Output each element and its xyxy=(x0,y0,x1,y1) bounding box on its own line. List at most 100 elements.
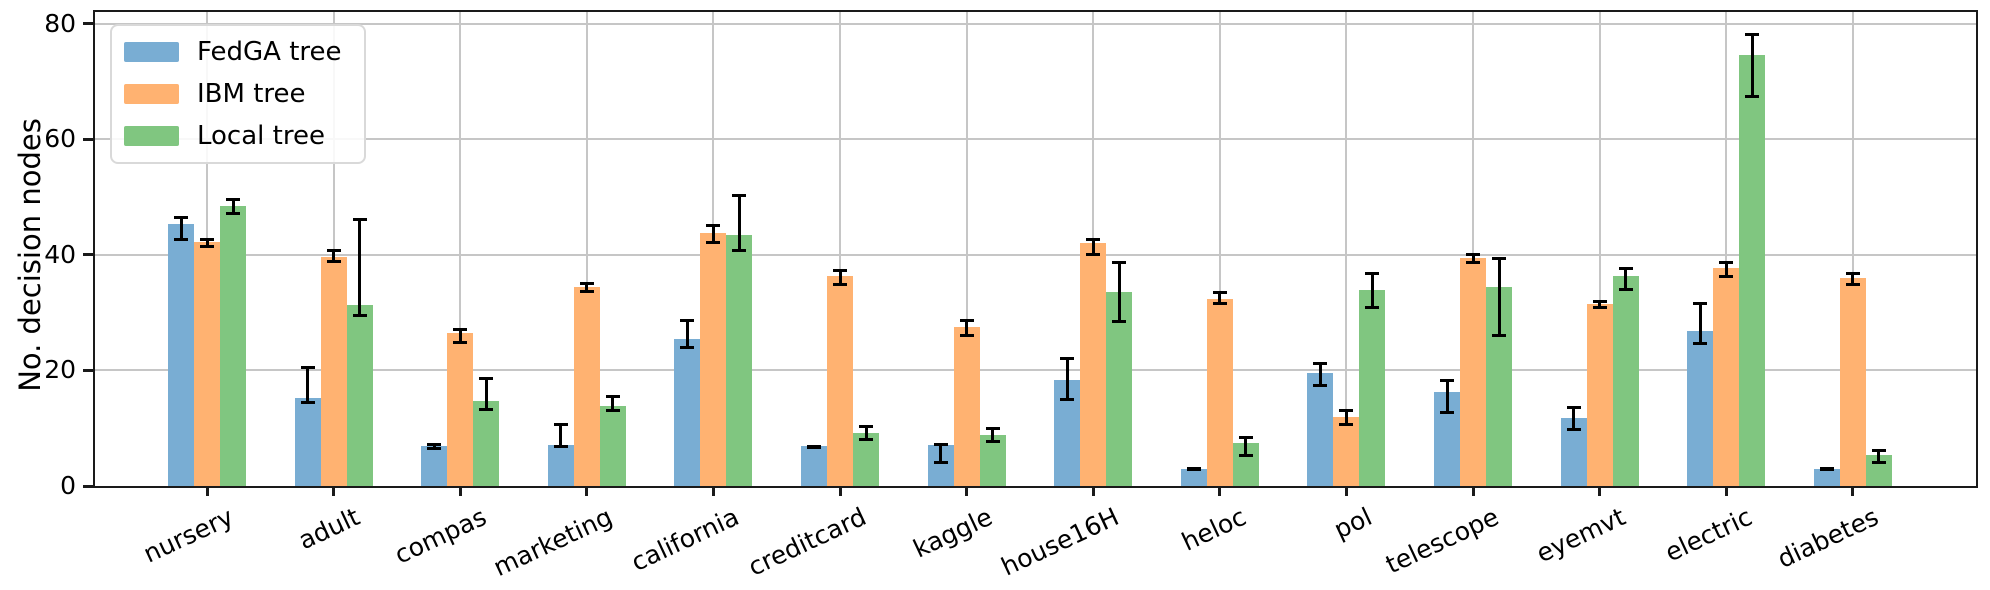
bar-fedga-electric xyxy=(1687,330,1714,486)
error-bar-cap-top xyxy=(326,248,341,252)
x-tick-label-eyemvt: eyemvt xyxy=(1531,502,1630,569)
error-bar-cap-bottom xyxy=(859,438,873,442)
bar-local-pol xyxy=(1359,290,1386,486)
error-bar xyxy=(1471,253,1475,263)
x-axis-tick xyxy=(965,486,969,496)
error-bar-cap-top xyxy=(352,217,367,221)
gridline-vertical xyxy=(459,12,462,486)
x-axis-tick xyxy=(332,486,336,496)
error-bar-cap-bottom xyxy=(732,248,747,252)
error-bar xyxy=(611,395,615,411)
gridline-vertical xyxy=(1472,12,1474,486)
bar-ibm-heloc xyxy=(1206,299,1233,486)
error-bar xyxy=(1370,273,1374,308)
legend-item-fedga-tree: FedGA tree xyxy=(124,38,342,66)
error-bar-cap-bottom xyxy=(1365,306,1380,310)
error-bar xyxy=(711,225,715,243)
error-bar-cap-top xyxy=(1745,33,1760,36)
error-bar-cap-top xyxy=(859,424,873,428)
error-bar-cap-bottom xyxy=(1313,384,1328,388)
error-bar xyxy=(685,319,689,347)
error-bar-cap-bottom xyxy=(1238,454,1253,458)
bar-fedga-diabetes xyxy=(1813,468,1840,486)
error-bar xyxy=(332,249,336,262)
bar-local-electric xyxy=(1739,54,1766,486)
y-axis-tick xyxy=(83,368,93,372)
y-tick-label: 40 xyxy=(44,239,76,269)
error-bar xyxy=(306,366,310,403)
error-bar-cap-top xyxy=(1492,256,1506,260)
x-tick-label-compas: compas xyxy=(389,502,491,570)
bar-local-marketing xyxy=(599,405,626,486)
y-axis-tick xyxy=(83,137,93,141)
error-bar xyxy=(484,378,488,409)
error-bar-cap-top xyxy=(985,427,1000,431)
bar-ibm-creditcard xyxy=(827,276,853,486)
error-bar-cap-bottom xyxy=(985,439,1000,443)
error-bar-cap-top xyxy=(479,377,494,381)
x-axis-tick xyxy=(1851,486,1855,496)
error-bar-cap-top xyxy=(1592,300,1607,304)
legend-swatch-ibm-tree xyxy=(124,84,179,104)
error-bar-cap-bottom xyxy=(1566,428,1581,432)
bar-fedga-adult xyxy=(294,398,321,486)
bar-ibm-house16H xyxy=(1080,243,1107,486)
error-bar-cap-bottom xyxy=(479,407,494,411)
error-bar xyxy=(1318,363,1322,386)
error-bar-cap-bottom xyxy=(1592,305,1607,309)
gridline-vertical xyxy=(1598,12,1601,486)
error-bar-cap-top xyxy=(453,327,468,331)
error-bar-cap-top xyxy=(300,365,315,369)
bar-fedga-nursery xyxy=(168,224,194,486)
error-bar xyxy=(1091,238,1095,254)
error-bar-cap-top xyxy=(833,269,847,273)
x-tick-label-diabetes: diabetes xyxy=(1773,502,1884,574)
legend-label: FedGA tree xyxy=(197,37,342,67)
error-bar-cap-bottom xyxy=(1060,397,1075,401)
gridline-vertical xyxy=(1345,12,1348,486)
y-axis-tick xyxy=(83,484,93,488)
bar-ibm-nursery xyxy=(194,241,220,486)
x-tick-label-heloc: heloc xyxy=(1176,502,1251,557)
gridline-vertical xyxy=(965,12,968,486)
legend-item-ibm-tree: IBM tree xyxy=(124,80,342,108)
bar-local-nursery xyxy=(220,206,246,486)
error-bar xyxy=(1065,358,1069,399)
error-bar-cap-top xyxy=(427,442,442,446)
error-bar xyxy=(965,319,969,335)
error-bar-cap-top xyxy=(605,394,620,398)
x-tick-label-electric: electric xyxy=(1660,502,1757,568)
error-bar-cap-top xyxy=(1060,357,1075,361)
x-axis-tick xyxy=(1598,486,1602,496)
error-bar xyxy=(1572,407,1576,430)
error-bar xyxy=(358,218,362,316)
x-axis-tick xyxy=(1471,486,1475,496)
bar-fedga-heloc xyxy=(1180,468,1207,486)
bar-fedga-pol xyxy=(1307,372,1334,486)
error-bar-cap-bottom xyxy=(1693,341,1708,345)
error-bar-cap-top xyxy=(1618,266,1633,270)
error-bar xyxy=(1624,267,1628,289)
error-bar xyxy=(559,424,563,447)
bar-ibm-eyemvt xyxy=(1586,303,1613,486)
error-bar-cap-top xyxy=(680,318,695,322)
error-bar xyxy=(991,428,995,441)
bar-ibm-marketing xyxy=(573,287,600,486)
bar-local-eyemvt xyxy=(1612,276,1639,486)
y-tick-label: 20 xyxy=(44,355,76,385)
error-bar-cap-bottom xyxy=(579,290,594,294)
bar-local-kaggle xyxy=(979,434,1006,486)
x-axis-tick xyxy=(458,486,462,496)
error-bar-cap-bottom xyxy=(200,244,214,248)
error-bar-cap-bottom xyxy=(1745,95,1760,99)
x-axis-tick xyxy=(711,486,715,496)
plot-area xyxy=(93,10,1978,488)
bar-ibm-telescope xyxy=(1460,258,1486,486)
bar-fedga-marketing xyxy=(547,444,574,486)
legend-label: Local tree xyxy=(197,121,325,151)
error-bar xyxy=(1598,301,1602,307)
error-bar-cap-top xyxy=(1212,290,1227,294)
error-bar xyxy=(1344,409,1348,424)
error-bar-cap-top xyxy=(200,237,214,241)
gridline-vertical xyxy=(585,12,588,486)
